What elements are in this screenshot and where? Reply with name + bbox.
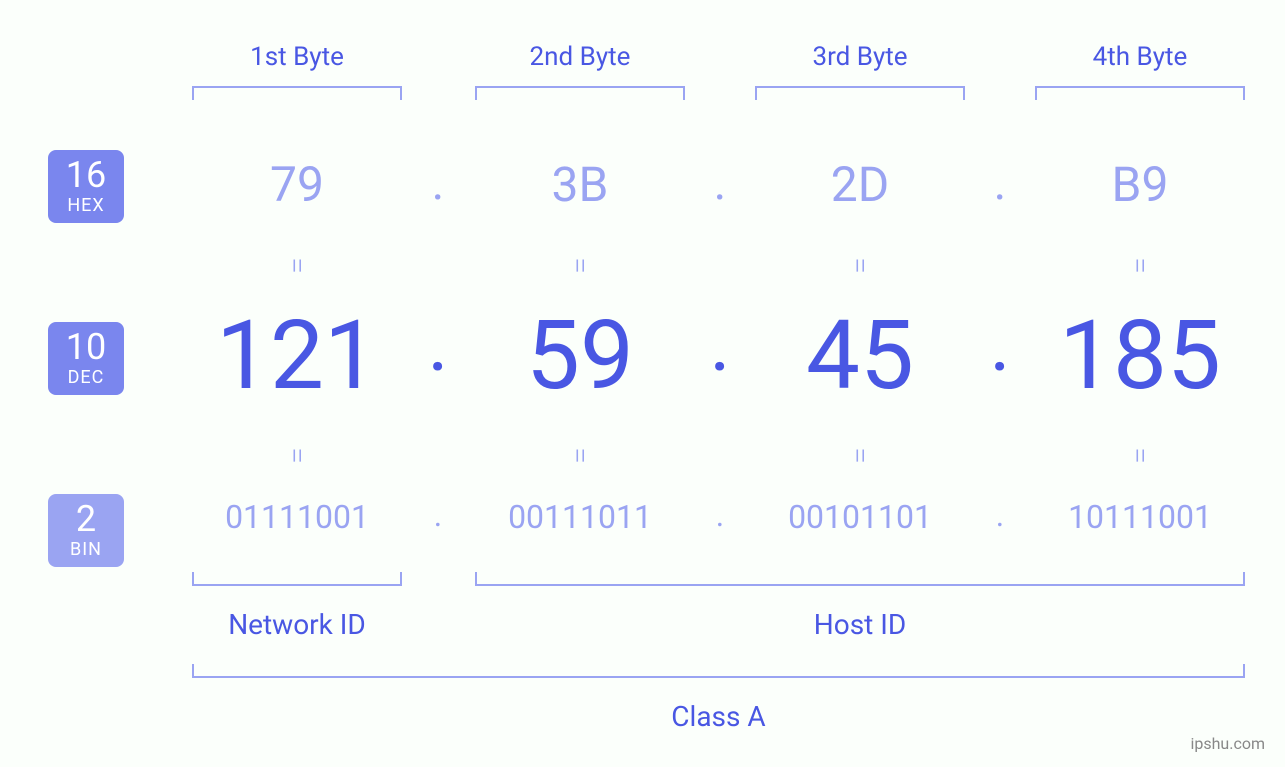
dec-value: 59 bbox=[450, 300, 710, 412]
byte-label: 2nd Byte bbox=[510, 42, 650, 72]
bin-dot: . bbox=[418, 496, 458, 534]
equals-icon: = bbox=[563, 251, 598, 281]
badge-hex-number: 16 bbox=[48, 156, 124, 196]
byte-label: 3rd Byte bbox=[790, 42, 930, 72]
dec-dot: . bbox=[700, 296, 740, 390]
equals-icon: = bbox=[1123, 251, 1158, 281]
dec-value: 121 bbox=[167, 300, 427, 412]
badge-bin-number: 2 bbox=[48, 500, 124, 540]
dec-dot: . bbox=[980, 296, 1020, 390]
equals-icon: = bbox=[563, 441, 598, 471]
byte-bracket-top bbox=[1035, 86, 1245, 100]
dec-value: 45 bbox=[730, 300, 990, 412]
hex-value: B9 bbox=[1010, 156, 1270, 213]
bin-value: 00101101 bbox=[730, 498, 990, 536]
section-label: Network ID bbox=[197, 608, 397, 641]
byte-label: 4th Byte bbox=[1070, 42, 1210, 72]
watermark: ipshu.com bbox=[1190, 734, 1265, 753]
hex-value: 2D bbox=[730, 156, 990, 213]
equals-icon: = bbox=[1123, 441, 1158, 471]
badge-dec-number: 10 bbox=[48, 328, 124, 368]
byte-bracket-top bbox=[755, 86, 965, 100]
bin-value: 01111001 bbox=[167, 498, 427, 536]
badge-bin: 2 BIN bbox=[48, 494, 124, 567]
hex-dot: . bbox=[418, 154, 458, 211]
hex-value: 79 bbox=[167, 156, 427, 213]
section-label: Host ID bbox=[760, 608, 960, 641]
hex-dot: . bbox=[980, 154, 1020, 211]
dec-dot: . bbox=[418, 296, 458, 390]
byte-bracket-top bbox=[192, 86, 402, 100]
byte-bracket-top bbox=[475, 86, 685, 100]
hex-value: 3B bbox=[450, 156, 710, 213]
ip-diagram: 16 HEX 10 DEC 2 BIN ipshu.com 1st Byte 2n… bbox=[0, 0, 1285, 767]
badge-hex: 16 HEX bbox=[48, 150, 124, 223]
bin-dot: . bbox=[700, 496, 740, 534]
section-bracket bbox=[475, 572, 1245, 586]
equals-icon: = bbox=[843, 251, 878, 281]
hex-dot: . bbox=[700, 154, 740, 211]
badge-hex-label: HEX bbox=[48, 196, 124, 216]
dec-value: 185 bbox=[1010, 300, 1270, 412]
badge-dec: 10 DEC bbox=[48, 322, 124, 395]
equals-icon: = bbox=[280, 441, 315, 471]
badge-bin-label: BIN bbox=[48, 540, 124, 560]
badge-dec-label: DEC bbox=[48, 368, 124, 388]
equals-icon: = bbox=[843, 441, 878, 471]
section-bracket bbox=[192, 572, 402, 586]
bin-dot: . bbox=[980, 496, 1020, 534]
class-bracket bbox=[192, 664, 1245, 678]
class-label: Class A bbox=[639, 700, 799, 733]
equals-icon: = bbox=[280, 251, 315, 281]
byte-label: 1st Byte bbox=[227, 42, 367, 72]
bin-value: 00111011 bbox=[450, 498, 710, 536]
bin-value: 10111001 bbox=[1010, 498, 1270, 536]
